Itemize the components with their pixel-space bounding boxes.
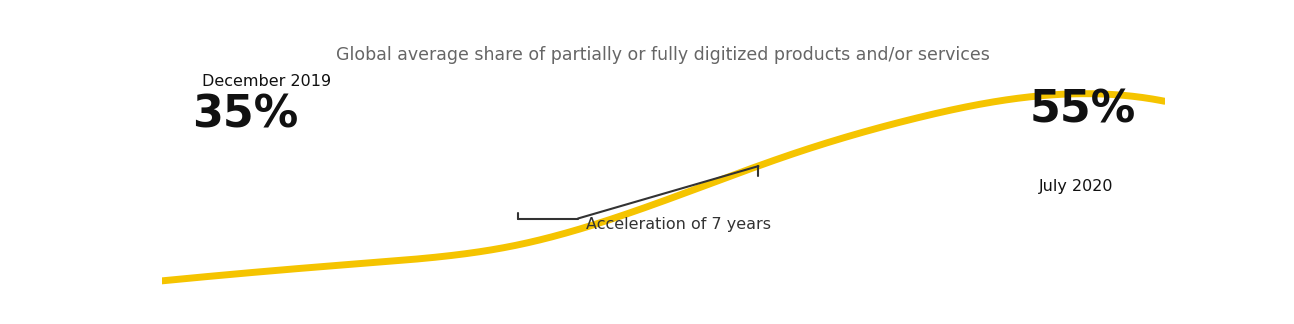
Text: Acceleration of 7 years: Acceleration of 7 years bbox=[586, 217, 771, 232]
Text: July 2020: July 2020 bbox=[1039, 179, 1114, 193]
Text: 55%: 55% bbox=[1029, 89, 1135, 132]
Text: December 2019: December 2019 bbox=[202, 74, 331, 89]
Text: Global average share of partially or fully digitized products and/or services: Global average share of partially or ful… bbox=[336, 46, 990, 64]
Text: 35%: 35% bbox=[192, 94, 298, 137]
